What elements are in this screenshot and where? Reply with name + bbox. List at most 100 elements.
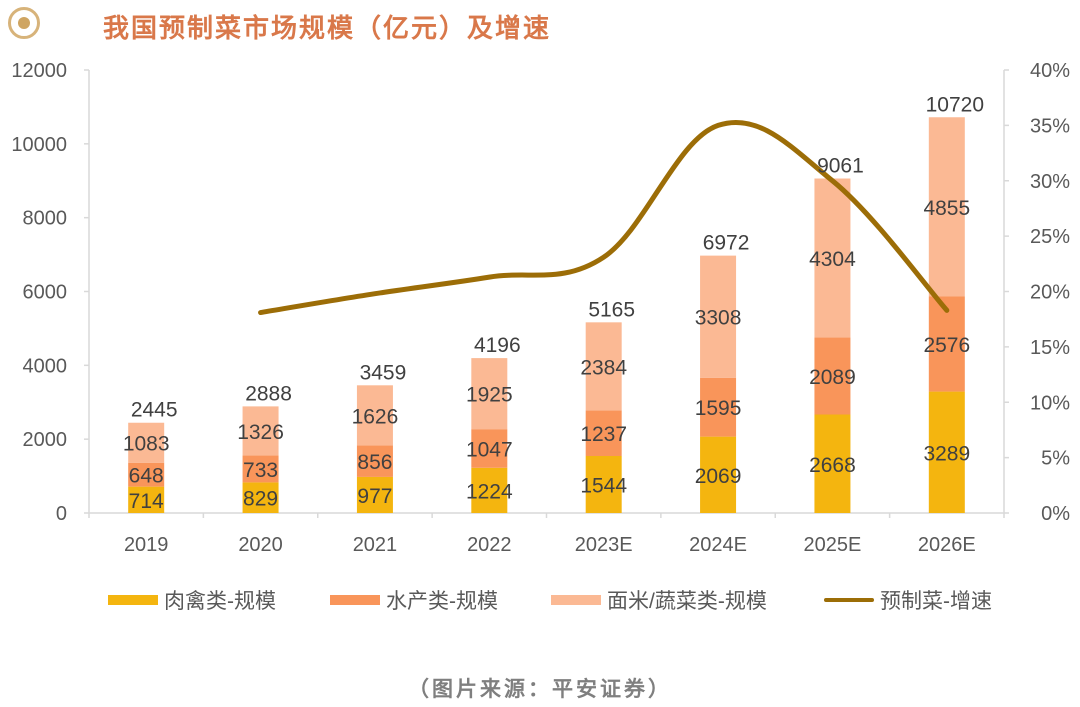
- legend-label-growth: 预制菜-增速: [880, 590, 992, 613]
- right-axis-tick-label: 25%: [1030, 226, 1070, 248]
- bar-segment-value-label: 3289: [923, 442, 970, 465]
- bar-segment-value-label: 733: [243, 459, 278, 482]
- bar-segment-value-label: 1224: [466, 480, 513, 503]
- bar-segment-grain-veg: [700, 255, 737, 378]
- bar-segment-value-label: 714: [129, 490, 164, 513]
- bar-segment-value-label: 2384: [580, 356, 627, 379]
- bar-segment-meat: [471, 467, 508, 513]
- bar-segment-aquatic: [585, 410, 622, 457]
- x-axis-tick-label: 2021: [353, 534, 398, 556]
- x-axis-tick-label: 2023E: [575, 534, 633, 556]
- legend: 肉禽类-规模 水产类-规模 面米/蔬菜类-规模 预制菜-增速: [0, 586, 1080, 616]
- bar-segment-value-label: 977: [357, 485, 392, 508]
- right-axis-tick-label: 40%: [1030, 60, 1070, 82]
- bar-segment-meat: [242, 482, 279, 513]
- bar-segment-value-label: 1925: [466, 384, 513, 407]
- growth-line-group: [258, 119, 950, 316]
- bar-segment-meat: [585, 456, 622, 513]
- bar-segment-aquatic: [700, 377, 737, 437]
- legend-label-aquatic: 水产类-规模: [386, 590, 498, 613]
- right-axis-tick-label: 0%: [1041, 503, 1070, 525]
- bar-total-label: 2888: [245, 382, 292, 405]
- chart-title: 我国预制菜市场规模（亿元）及增速: [103, 14, 552, 44]
- bar-segment-meat: [928, 391, 965, 513]
- bar-segment-value-label: 829: [243, 488, 278, 511]
- x-axis-tick-label: 2026E: [918, 534, 976, 556]
- bar-segment-grain-veg: [471, 358, 508, 430]
- left-axis-tick-label: 6000: [23, 282, 68, 304]
- legend-label-meat: 肉禽类-规模: [164, 590, 276, 613]
- bar-segment-meat: [814, 414, 851, 513]
- bar-segment-grain-veg: [585, 322, 622, 411]
- bar-total-label: 10720: [926, 93, 984, 116]
- left-axis-tick-label: 4000: [23, 355, 68, 377]
- bar-total-label: 6972: [703, 232, 750, 255]
- right-axis-tick-label: 20%: [1030, 282, 1070, 304]
- left-axis-tick-label: 2000: [23, 429, 68, 451]
- bar-segment-aquatic: [242, 455, 279, 483]
- circle-target-icon: [8, 7, 40, 39]
- bar-total-label: 2445: [131, 399, 178, 422]
- x-axis-tick-label: 2025E: [804, 534, 862, 556]
- bar-segment-value-label: 1626: [352, 405, 399, 428]
- logo-dot: [18, 17, 30, 29]
- bar-total-label: 5165: [588, 298, 635, 321]
- bar-segment-value-label: 1544: [580, 475, 627, 498]
- bar-segment-value-label: 3308: [695, 307, 742, 330]
- right-axis-tick-label: 15%: [1030, 337, 1070, 359]
- bar-segment-grain-veg: [128, 422, 165, 463]
- x-axis-tick-label: 2024E: [689, 534, 747, 556]
- legend-swatch-grain-veg: [551, 595, 601, 605]
- legend-label-grain-veg: 面米/蔬菜类-规模: [607, 590, 767, 613]
- left-axis-tick-label: 8000: [23, 208, 68, 230]
- legend-swatch-meat: [108, 595, 158, 605]
- image-source-caption: （图片来源：平安证券）: [408, 678, 672, 701]
- bar-segment-aquatic: [814, 337, 851, 415]
- bar-segment-value-label: 1595: [695, 397, 742, 420]
- chart-header: 我国预制菜市场规模（亿元）及增速: [0, 0, 1080, 56]
- bar-segment-meat: [700, 436, 737, 513]
- legend-item-meat: 肉禽类-规模: [108, 586, 276, 614]
- x-axis-tick-label: 2020: [238, 534, 283, 556]
- bar-segment-value-label: 1047: [466, 438, 513, 461]
- legend-item-growth: 预制菜-增速: [824, 586, 992, 614]
- right-axis-tick-label: 10%: [1030, 392, 1070, 414]
- legend-swatch-aquatic: [330, 595, 380, 605]
- left-axis-tick-label: 12000: [11, 60, 67, 82]
- bar-segment-value-label: 4304: [809, 248, 856, 271]
- bars-group: [128, 117, 965, 513]
- bar-segment-aquatic: [128, 462, 165, 487]
- axes-group: 0 2000 4000 6000 8000 10000 12000 0% 5% 10% 15% 20%…: [11, 60, 1070, 556]
- bar-segment-aquatic: [356, 445, 393, 477]
- bar-segment-value-label: 4855: [923, 197, 970, 220]
- bar-segment-value-label: 648: [129, 465, 164, 488]
- bar-total-label: 9061: [817, 154, 864, 177]
- bar-segment-value-label: 1326: [237, 421, 284, 444]
- bar-segment-value-label: 2069: [695, 465, 742, 488]
- left-axis-tick-label: 10000: [11, 134, 67, 156]
- bar-total-label: 3459: [360, 361, 407, 384]
- legend-item-aquatic: 水产类-规模: [330, 586, 498, 614]
- legend-line-growth: [824, 598, 874, 602]
- bar-segment-value-label: 1083: [123, 433, 170, 456]
- bar-segment-meat: [356, 476, 393, 513]
- right-axis-tick-label: 5%: [1041, 448, 1070, 470]
- right-axis-tick-label: 35%: [1030, 115, 1070, 137]
- right-axis-tick-label: 30%: [1030, 171, 1070, 193]
- bar-segment-aquatic: [471, 429, 508, 468]
- bar-segment-meat: [128, 486, 165, 513]
- legend-item-grain-veg: 面米/蔬菜类-规模: [551, 586, 767, 614]
- left-axis-tick-label: 0: [56, 503, 67, 525]
- bar-segment-value-label: 2089: [809, 366, 856, 389]
- bar-segment-grain-veg: [242, 406, 279, 456]
- bar-total-label: 4196: [474, 334, 521, 357]
- bar-segment-grain-veg: [928, 117, 965, 297]
- bar-segment-grain-veg: [814, 178, 851, 338]
- bar-segment-value-label: 1237: [580, 423, 627, 446]
- x-axis-tick-label: 2022: [467, 534, 512, 556]
- bar-segment-grain-veg: [356, 385, 393, 446]
- growth-rate-line: [258, 119, 950, 316]
- x-axis-tick-label: 2019: [124, 534, 169, 556]
